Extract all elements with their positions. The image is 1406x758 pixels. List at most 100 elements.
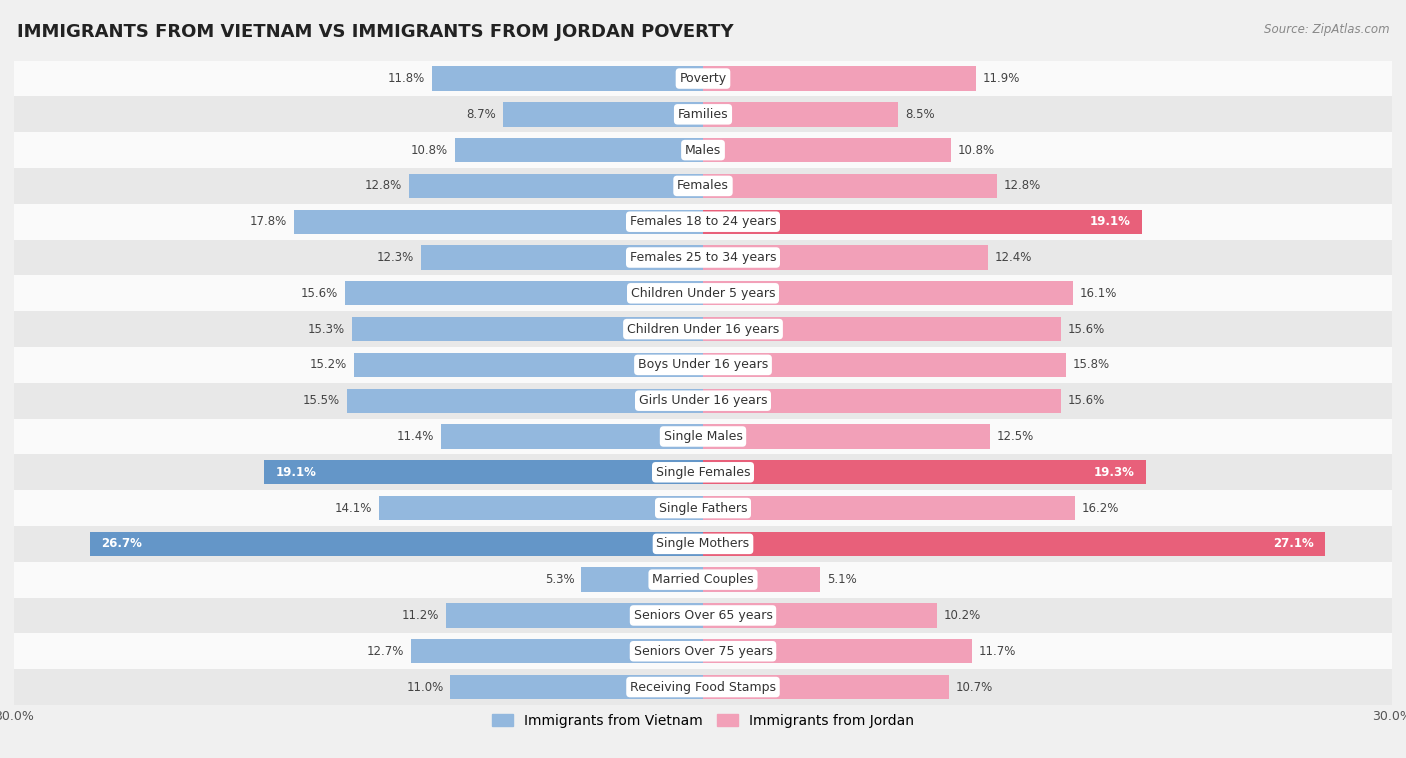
Text: 27.1%: 27.1% [1272,537,1313,550]
Text: 19.3%: 19.3% [1094,465,1135,479]
Bar [352,317,703,341]
Text: Children Under 5 years: Children Under 5 years [631,287,775,300]
Text: 11.9%: 11.9% [983,72,1021,85]
Text: Single Mothers: Single Mothers [657,537,749,550]
Text: 11.7%: 11.7% [979,645,1017,658]
Bar [420,246,703,270]
Bar [703,568,820,592]
Text: Males: Males [685,143,721,157]
Bar [412,639,703,663]
Text: 15.3%: 15.3% [308,323,344,336]
Bar [703,138,950,162]
Bar [14,418,1392,454]
Bar [503,102,703,127]
Text: 19.1%: 19.1% [1090,215,1130,228]
Bar [354,352,703,377]
Text: 12.4%: 12.4% [994,251,1032,264]
Text: Children Under 16 years: Children Under 16 years [627,323,779,336]
Text: Girls Under 16 years: Girls Under 16 years [638,394,768,407]
Bar [14,168,1392,204]
Bar [456,138,703,162]
Text: Source: ZipAtlas.com: Source: ZipAtlas.com [1264,23,1389,36]
Bar [703,496,1076,520]
Text: Boys Under 16 years: Boys Under 16 years [638,359,768,371]
Bar [14,634,1392,669]
Bar [703,389,1062,413]
Bar [703,424,990,449]
Text: 15.6%: 15.6% [1069,323,1105,336]
Bar [581,568,703,592]
Text: 10.8%: 10.8% [957,143,995,157]
Bar [14,204,1392,240]
Bar [441,424,703,449]
Bar [432,67,703,91]
Bar [409,174,703,198]
Bar [347,389,703,413]
Text: 12.3%: 12.3% [377,251,413,264]
Text: 15.6%: 15.6% [1069,394,1105,407]
Bar [703,102,898,127]
Bar [703,317,1062,341]
Text: 10.8%: 10.8% [411,143,449,157]
Bar [703,352,1066,377]
Bar [14,490,1392,526]
Bar [90,531,703,556]
Text: 5.1%: 5.1% [827,573,856,586]
Text: Families: Families [678,108,728,121]
Bar [14,132,1392,168]
Text: 16.1%: 16.1% [1080,287,1116,300]
Text: 11.8%: 11.8% [388,72,425,85]
Bar [14,240,1392,275]
Text: 12.7%: 12.7% [367,645,405,658]
Text: 12.5%: 12.5% [997,430,1035,443]
Bar [703,209,1142,234]
Text: 8.5%: 8.5% [905,108,935,121]
Text: 5.3%: 5.3% [544,573,575,586]
Bar [344,281,703,305]
Text: Females 25 to 34 years: Females 25 to 34 years [630,251,776,264]
Legend: Immigrants from Vietnam, Immigrants from Jordan: Immigrants from Vietnam, Immigrants from… [486,708,920,734]
Text: 16.2%: 16.2% [1083,502,1119,515]
Bar [446,603,703,628]
Bar [14,96,1392,132]
Text: 14.1%: 14.1% [335,502,373,515]
Text: 11.0%: 11.0% [406,681,443,694]
Bar [14,61,1392,96]
Text: Married Couples: Married Couples [652,573,754,586]
Bar [14,347,1392,383]
Text: 19.1%: 19.1% [276,465,316,479]
Text: Seniors Over 65 years: Seniors Over 65 years [634,609,772,622]
Bar [703,639,972,663]
Bar [703,246,988,270]
Text: Single Females: Single Females [655,465,751,479]
Text: 10.2%: 10.2% [945,609,981,622]
Bar [703,67,976,91]
Text: Poverty: Poverty [679,72,727,85]
Bar [294,209,703,234]
Text: Females 18 to 24 years: Females 18 to 24 years [630,215,776,228]
Text: 11.4%: 11.4% [396,430,434,443]
Text: 12.8%: 12.8% [1004,180,1040,193]
Bar [703,174,997,198]
Text: 15.6%: 15.6% [301,287,337,300]
Text: 10.7%: 10.7% [956,681,993,694]
Bar [703,675,949,699]
Bar [450,675,703,699]
Text: Receiving Food Stamps: Receiving Food Stamps [630,681,776,694]
Text: 26.7%: 26.7% [101,537,142,550]
Text: Seniors Over 75 years: Seniors Over 75 years [634,645,772,658]
Bar [703,460,1146,484]
Bar [14,597,1392,634]
Bar [14,526,1392,562]
Bar [703,603,938,628]
Text: 15.5%: 15.5% [304,394,340,407]
Bar [14,562,1392,597]
Bar [14,275,1392,312]
Text: 11.2%: 11.2% [402,609,439,622]
Text: 15.2%: 15.2% [309,359,347,371]
Bar [14,312,1392,347]
Bar [703,281,1073,305]
Bar [14,669,1392,705]
Text: 17.8%: 17.8% [250,215,287,228]
Bar [380,496,703,520]
